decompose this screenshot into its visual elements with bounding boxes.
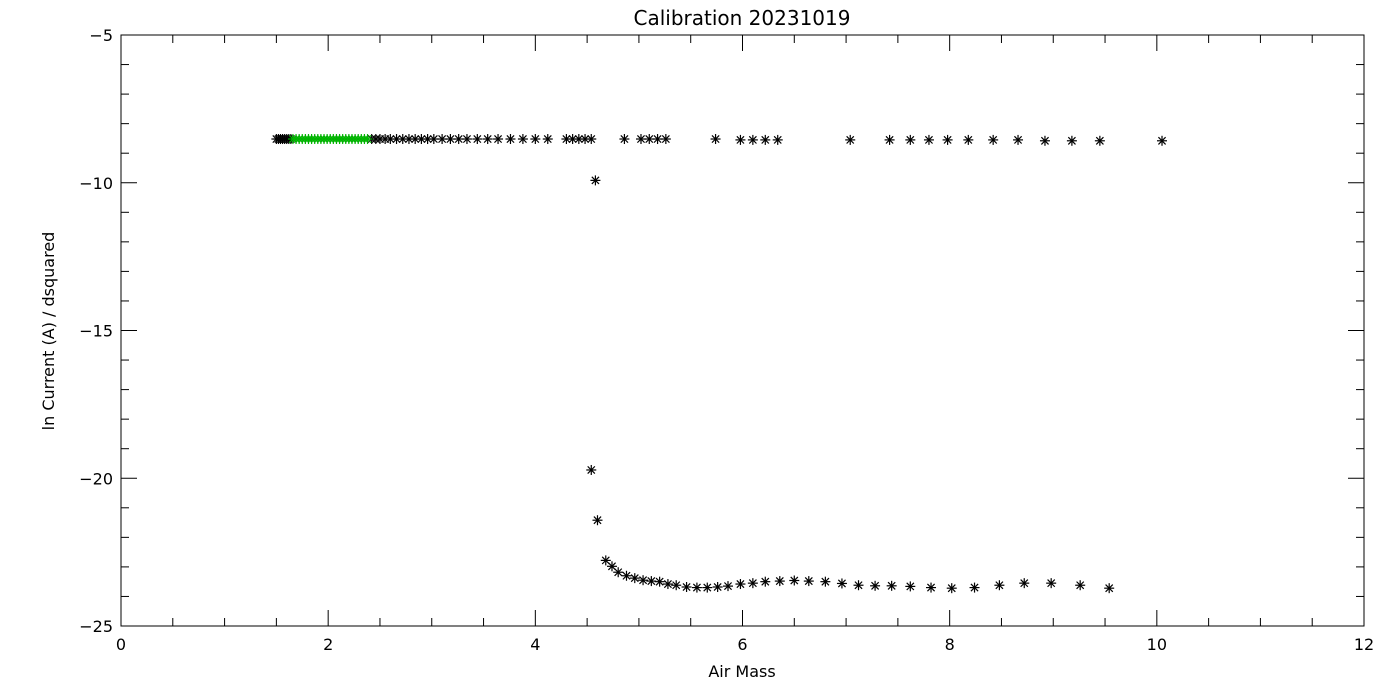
data-point: [671, 580, 682, 591]
data-point: [1104, 583, 1115, 594]
data-point: [505, 134, 516, 145]
x-tick-label: 12: [1354, 635, 1374, 654]
data-point: [747, 134, 758, 145]
data-point: [445, 134, 456, 145]
data-point: [712, 581, 723, 592]
data-point: [994, 580, 1005, 591]
x-tick-label: 10: [1147, 635, 1167, 654]
data-point: [820, 576, 831, 587]
data-point: [772, 134, 783, 145]
data-point: [1066, 135, 1077, 146]
data-point: [461, 134, 472, 145]
data-point: [710, 134, 721, 145]
plot-frame: [120, 34, 1365, 627]
data-point: [722, 581, 733, 592]
data-point: [886, 580, 897, 591]
data-point: [926, 582, 937, 593]
y-tick-label: −15: [79, 322, 113, 341]
data-point: [789, 575, 800, 586]
data-point: [530, 134, 541, 145]
x-tick-label: 4: [530, 635, 540, 654]
data-point: [638, 575, 649, 586]
data-point: [613, 567, 624, 578]
data-point: [845, 134, 856, 145]
data-point: [774, 576, 785, 587]
data-point: [942, 134, 953, 145]
data-point: [747, 578, 758, 589]
data-points: [271, 134, 1168, 594]
data-point: [410, 134, 421, 145]
data-point: [1075, 580, 1086, 591]
data-point: [905, 134, 916, 145]
data-point: [600, 555, 611, 566]
y-tick-labels: −25 −20 −15 −10 −5: [79, 26, 113, 636]
data-point: [735, 134, 746, 145]
data-point: [870, 580, 881, 591]
data-point: [681, 581, 692, 592]
x-axis-title: Air Mass: [708, 662, 775, 681]
x-tick-labels: 0 2 4 6 8 10 12: [116, 635, 1374, 654]
data-point: [482, 134, 493, 145]
data-point: [586, 134, 597, 145]
data-point: [735, 579, 746, 590]
data-point: [1039, 135, 1050, 146]
data-point: [836, 578, 847, 589]
data-point: [884, 134, 895, 145]
y-tick-label: −5: [89, 26, 113, 45]
data-point: [1157, 135, 1168, 146]
data-point: [629, 573, 640, 584]
y-tick-label: −10: [79, 174, 113, 193]
data-point: [923, 134, 934, 145]
data-point: [654, 576, 665, 587]
x-tick-label: 2: [323, 635, 333, 654]
data-point: [853, 580, 864, 591]
data-point: [662, 579, 673, 590]
data-point: [592, 515, 603, 526]
data-point: [621, 570, 632, 581]
data-point: [1019, 578, 1030, 589]
data-point: [517, 134, 528, 145]
x-tick-label: 8: [945, 635, 955, 654]
axis-ticks: [120, 34, 1365, 627]
data-point: [660, 134, 671, 145]
data-point: [619, 134, 630, 145]
x-tick-label: 6: [737, 635, 747, 654]
data-point: [988, 134, 999, 145]
data-point: [702, 582, 713, 593]
chart-title: Calibration 20231019: [634, 6, 851, 30]
data-point: [1046, 578, 1057, 589]
data-point: [691, 582, 702, 593]
data-point: [1013, 134, 1024, 145]
y-axis-title: ln Current (A) / dsquared: [39, 232, 58, 431]
data-point: [472, 134, 483, 145]
x-tick-label: 0: [116, 635, 126, 654]
data-point: [1094, 135, 1105, 146]
data-point: [969, 582, 980, 593]
y-tick-label: −20: [79, 469, 113, 488]
data-point: [803, 576, 814, 587]
data-point: [760, 134, 771, 145]
data-point: [946, 583, 957, 594]
data-point: [963, 134, 974, 145]
data-point: [422, 134, 433, 145]
data-point: [586, 464, 597, 475]
data-point: [542, 134, 553, 145]
data-point: [590, 175, 601, 186]
y-tick-label: −25: [79, 617, 113, 636]
data-point: [606, 561, 617, 572]
data-point: [905, 581, 916, 592]
data-point: [760, 576, 771, 587]
data-point: [362, 134, 373, 145]
data-point: [493, 134, 504, 145]
